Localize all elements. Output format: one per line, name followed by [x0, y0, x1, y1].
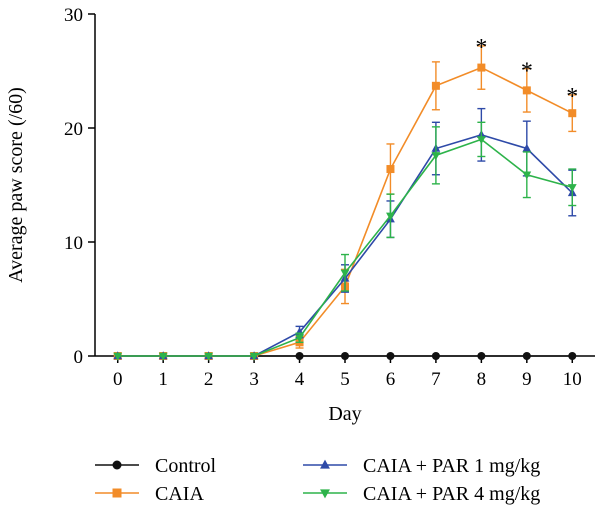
- series-2: [113, 107, 577, 360]
- legend-item: CAIA: [95, 483, 204, 505]
- plot-series: [113, 45, 577, 361]
- legend-label: CAIA + PAR 1 mg/kg: [363, 455, 540, 477]
- data-point: [340, 269, 350, 278]
- x-tick-label: 9: [522, 369, 532, 390]
- data-point: [568, 109, 577, 118]
- axes: 0 10 20 30 0 1 2 3 4 5 6 7 8 9 10: [64, 5, 595, 390]
- x-tick-label: 0: [113, 369, 123, 390]
- annotations: * * *: [475, 35, 578, 110]
- data-point: [568, 352, 577, 360]
- data-point: [476, 136, 486, 145]
- data-point: [522, 143, 532, 152]
- data-point: [431, 352, 440, 360]
- data-point: [431, 152, 441, 161]
- data-point: [158, 352, 168, 361]
- x-tick-label: 4: [295, 369, 305, 390]
- y-tick-label: 10: [64, 233, 83, 254]
- legend-label: CAIA + PAR 4 mg/kg: [363, 483, 540, 505]
- x-tick-label: 8: [477, 369, 487, 390]
- series-line: [117, 134, 573, 357]
- x-tick-label: 7: [431, 369, 441, 390]
- y-tick-label: 0: [74, 347, 84, 368]
- data-point: [386, 212, 395, 221]
- significance-marker: *: [475, 35, 487, 61]
- legend-item: Control: [95, 455, 217, 477]
- x-tick-label: 1: [158, 369, 168, 390]
- legend-marker: [112, 488, 122, 498]
- data-point: [204, 352, 214, 361]
- legend-marker: [320, 489, 330, 499]
- legend-item: CAIA + PAR 1 mg/kg: [303, 455, 540, 477]
- legend-label: Control: [155, 455, 217, 477]
- series-line: [117, 138, 573, 357]
- data-point: [386, 165, 395, 174]
- x-tick-label: 10: [563, 369, 582, 390]
- data-point: [567, 184, 577, 193]
- x-tick-label: 3: [249, 369, 259, 390]
- data-point: [295, 334, 304, 343]
- series-1: [113, 45, 577, 360]
- data-point: [522, 86, 531, 95]
- data-point: [431, 81, 440, 90]
- data-point: [341, 352, 349, 360]
- legend: Control CAIA CAIA + PAR 1 mg/kg CAIA + PAR …: [95, 455, 540, 505]
- series-3: [113, 121, 577, 361]
- significance-marker: *: [521, 59, 533, 85]
- y-tick-label: 30: [64, 5, 83, 26]
- data-point: [113, 352, 123, 361]
- data-point: [477, 352, 486, 360]
- x-axis-label: Day: [328, 403, 361, 425]
- data-point: [522, 352, 531, 360]
- x-tick-label: 2: [204, 369, 214, 390]
- data-point: [522, 171, 532, 180]
- series-line: [117, 66, 573, 357]
- significance-marker: *: [566, 84, 578, 110]
- legend-marker: [112, 460, 122, 470]
- x-tick-label: 6: [386, 369, 396, 390]
- legend-label: CAIA: [155, 483, 204, 505]
- data-point: [249, 352, 259, 361]
- y-axis-label: Average paw score (/60): [5, 87, 27, 283]
- x-tick-label: 5: [340, 369, 350, 390]
- legend-item: CAIA + PAR 4 mg/kg: [303, 483, 540, 505]
- data-point: [386, 352, 395, 360]
- legend-marker: [320, 459, 330, 469]
- data-point: [295, 352, 304, 360]
- y-tick-label: 20: [64, 119, 83, 140]
- data-point: [477, 63, 486, 72]
